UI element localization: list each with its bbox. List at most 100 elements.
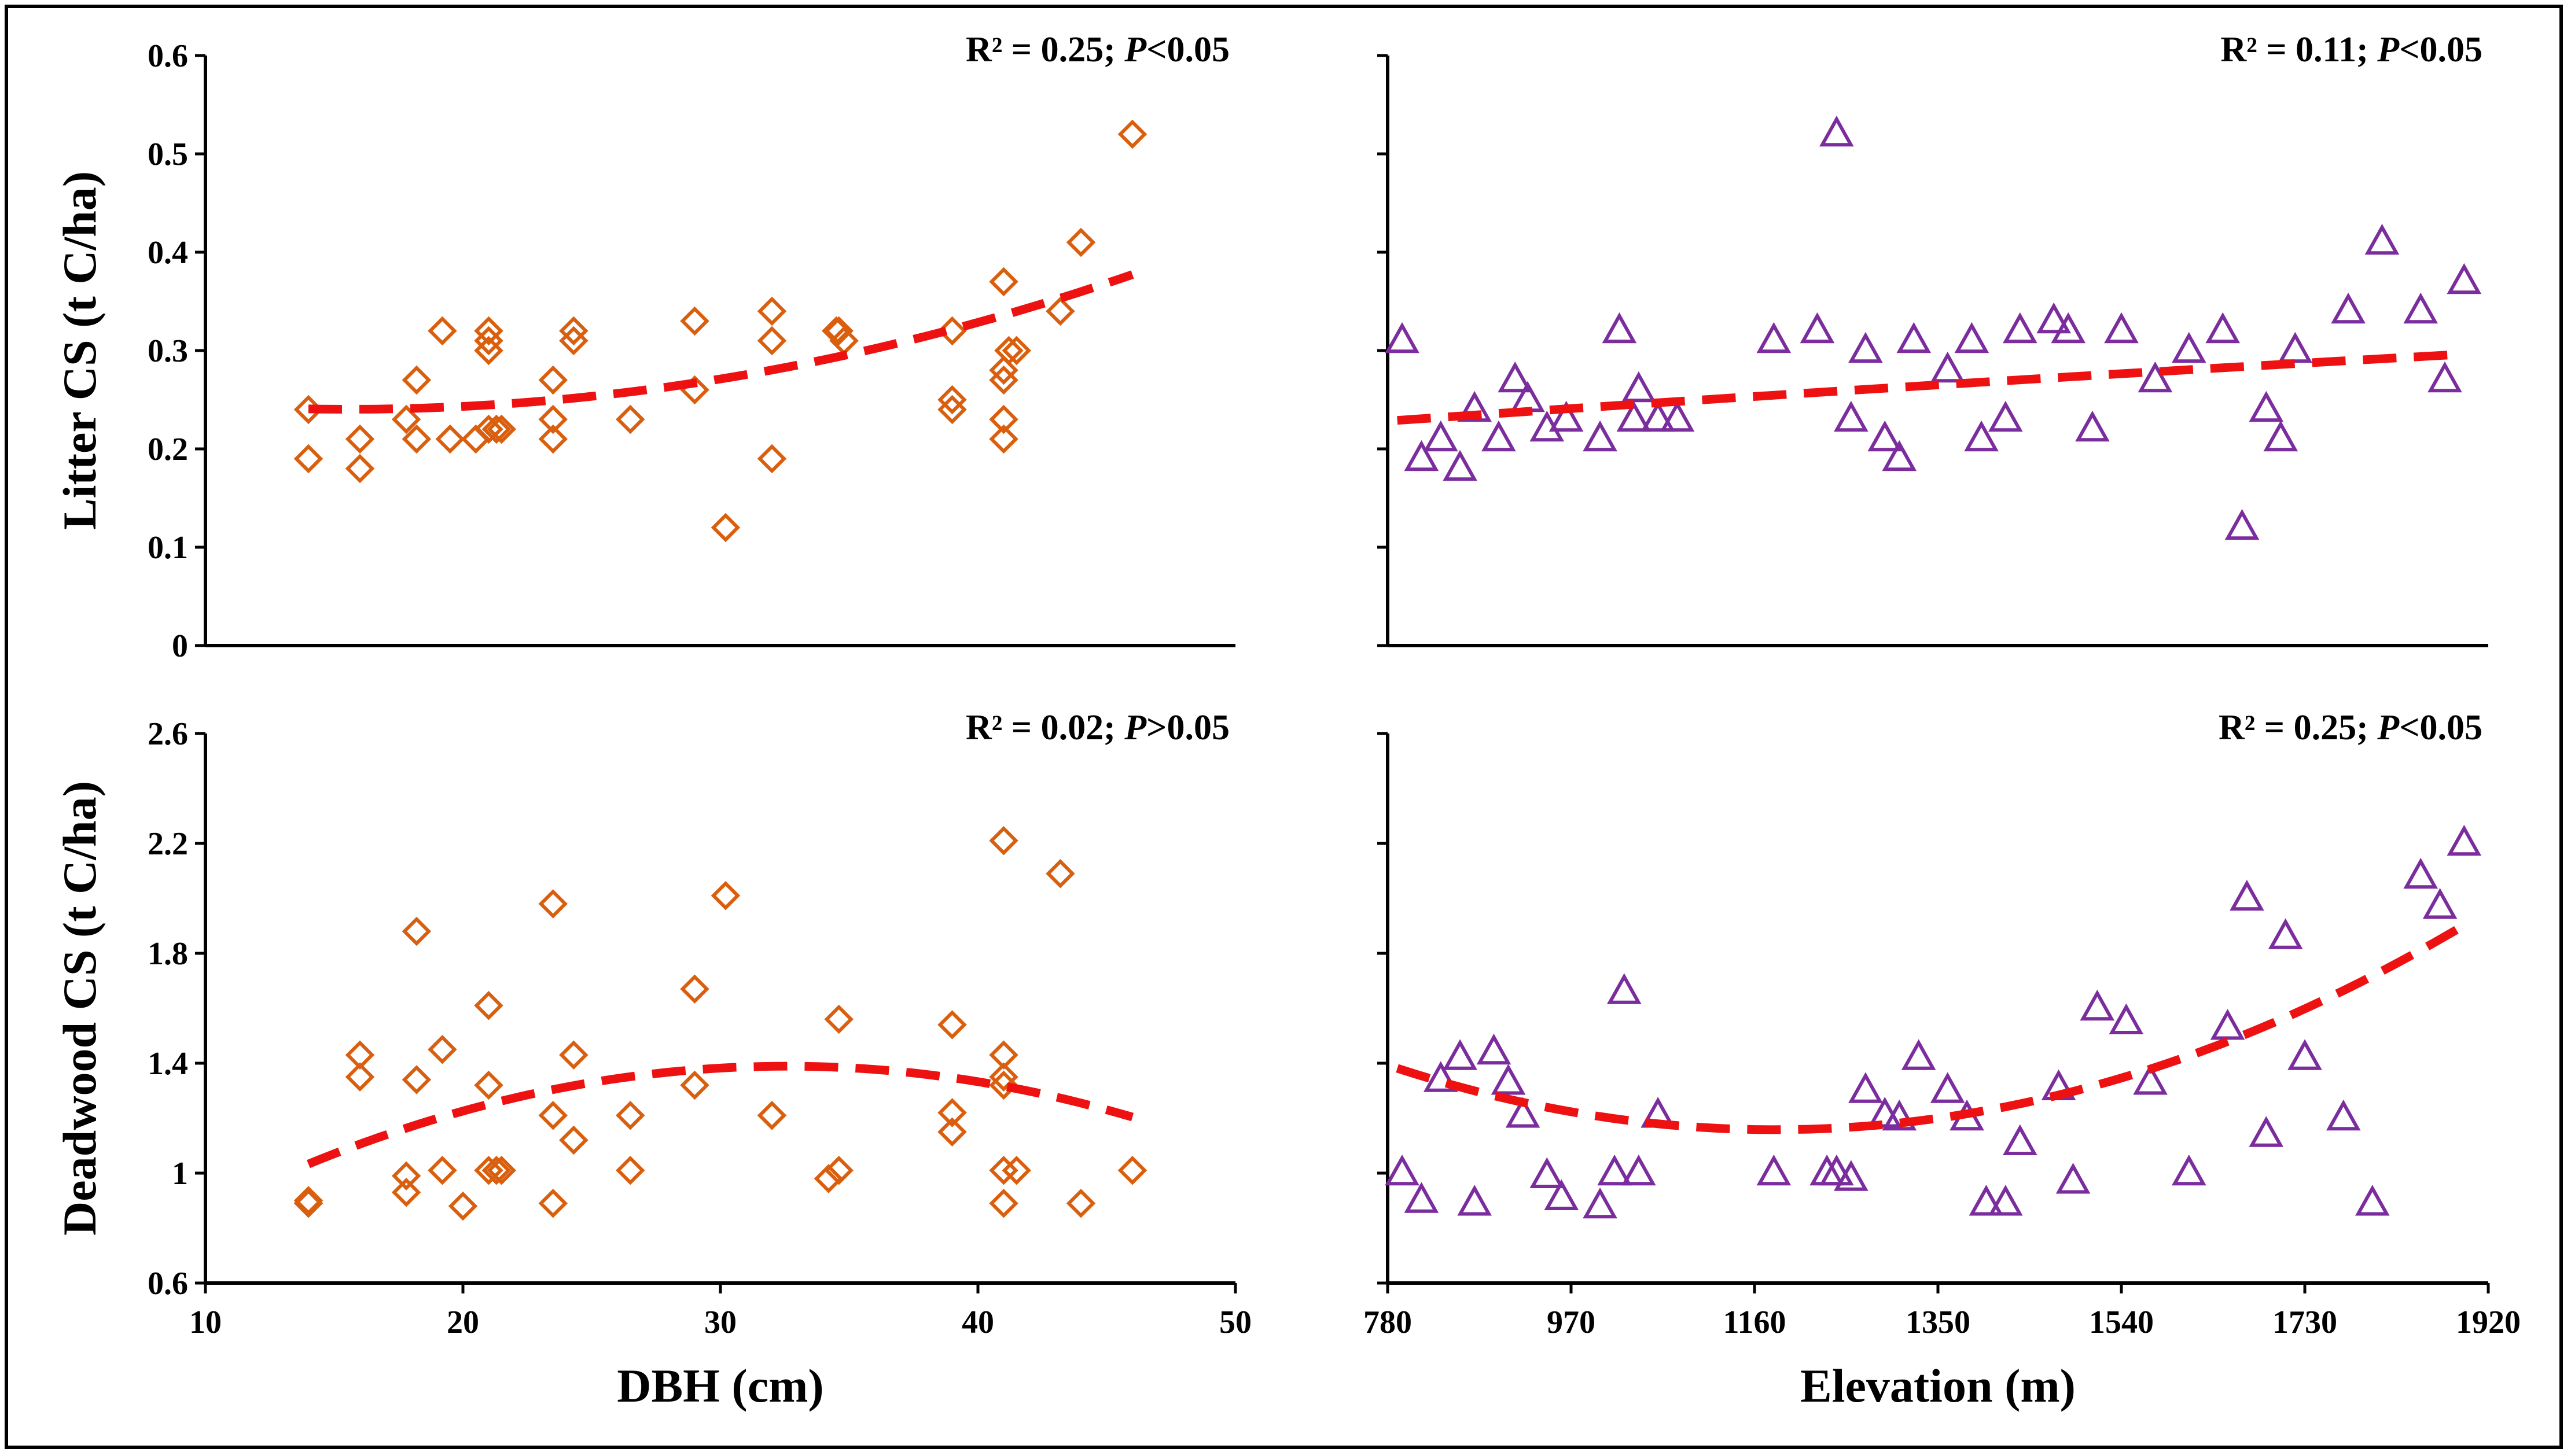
data-point-triangle (1621, 371, 1656, 403)
x-axis-title: Elevation (m) (1800, 1359, 2076, 1412)
data-point-triangle (2403, 857, 2438, 889)
y-axis-title: Litter CS (t C/ha) (53, 171, 106, 530)
data-point-diamond (345, 1062, 375, 1092)
x-tick-label: 40 (962, 1304, 994, 1340)
stat-r2: R² = 0.02; (966, 708, 1124, 747)
y-tick-label: 0.2 (148, 432, 188, 467)
data-point-triangle (1901, 1039, 1936, 1070)
data-point-diamond (481, 414, 512, 444)
trend-line (1397, 350, 2460, 425)
data-point-triangle (1606, 973, 1642, 1004)
data-point-diamond (428, 1156, 457, 1185)
y-tick-label: 0.6 (148, 1266, 188, 1302)
figure-frame (5, 5, 2563, 1449)
data-point-triangle (1882, 1099, 1917, 1131)
data-point-diamond (293, 444, 323, 474)
data-point-triangle (2230, 879, 2264, 911)
data-point-diamond (487, 414, 516, 444)
panel-litter-vs-dbh: 0 0.1 0.2 0.3 0.4 0.5 0.6 Litter CS (t C/ha) R² … (53, 30, 1235, 664)
data-point-diamond (1117, 119, 1147, 149)
data-point-triangle (2355, 1185, 2390, 1216)
data-point-diamond (1117, 1156, 1147, 1185)
data-point-triangle (2224, 508, 2260, 540)
data-point-diamond (428, 1035, 457, 1064)
data-point-triangle (2080, 989, 2115, 1021)
data-point-triangle (1583, 420, 1617, 452)
data-point-diamond (474, 316, 503, 346)
data-point-diamond (474, 991, 503, 1020)
data-point-triangle (1457, 1185, 1492, 1216)
data-point-triangle (1848, 331, 1883, 363)
x-tick-label: 780 (1363, 1304, 1412, 1340)
x-tick-label: 1350 (1906, 1304, 1970, 1340)
data-point-triangle (1476, 1033, 1511, 1065)
data-point-diamond (711, 513, 741, 543)
data-point-triangle (1602, 312, 1637, 344)
data-point-triangle (1505, 1097, 1540, 1128)
data-point-diamond (293, 1189, 323, 1218)
data-point-triangle (2133, 1064, 2168, 1095)
stat-p-symbol: P (2377, 708, 2400, 747)
stat-annotation: R² = 0.25; P<0.05 (2219, 708, 2482, 747)
data-point-triangle (2205, 312, 2240, 344)
data-point-diamond (402, 1065, 432, 1094)
data-point-diamond (989, 1070, 1018, 1100)
data-point-triangle (1583, 1187, 1617, 1219)
data-point-triangle (1457, 390, 1492, 422)
data-point-triangle (2422, 888, 2458, 919)
data-point-triangle (2210, 1009, 2245, 1040)
x-tick-label: 1160 (1723, 1304, 1786, 1340)
data-point-triangle (2055, 1163, 2091, 1194)
data-point-triangle (1404, 440, 1439, 471)
data-point-diamond (937, 1098, 967, 1127)
data-point-triangle (1597, 1154, 1632, 1186)
data-point-triangle (1549, 400, 1584, 432)
data-point-diamond (814, 1164, 844, 1193)
data-point-diamond (757, 326, 787, 356)
data-point-triangle (1969, 1185, 2004, 1216)
data-point-diamond (474, 414, 503, 444)
data-point-diamond (757, 1101, 787, 1130)
data-point-diamond (481, 1156, 512, 1185)
y-tick-label: 0 (172, 628, 188, 664)
x-tick-label: 10 (189, 1304, 222, 1340)
y-axis-title: Deadwood CS (t C/ha) (53, 781, 106, 1236)
y-tick-label: 0.1 (148, 530, 188, 566)
data-point-triangle (2447, 263, 2482, 294)
data-point-diamond (402, 916, 432, 946)
data-point-diamond (474, 336, 503, 366)
data-point-triangle (2427, 361, 2462, 393)
stat-annotation: R² = 0.11; P<0.05 (2220, 30, 2482, 69)
y-tick-label: 0.5 (148, 137, 188, 172)
y-tick-label: 0.6 (148, 38, 188, 74)
data-point-triangle (2104, 312, 2139, 344)
data-point-diamond (989, 365, 1018, 395)
y-tick-label: 0.4 (148, 235, 188, 271)
data-point-triangle (1819, 115, 1854, 147)
y-tick-label: 1.4 (148, 1046, 188, 1082)
data-point-diamond (680, 974, 709, 1004)
data-point-diamond (474, 326, 503, 356)
data-point-diamond (1046, 296, 1075, 326)
data-point-diamond (994, 336, 1024, 366)
data-point-diamond (538, 1189, 568, 1218)
x-tick-label: 1920 (2456, 1304, 2521, 1340)
data-point-diamond (391, 404, 421, 434)
data-point-diamond (1066, 1189, 1096, 1218)
data-point-diamond (428, 316, 457, 346)
data-point-triangle (2278, 331, 2313, 363)
stat-r2: R² = 0.25; (966, 30, 1124, 69)
data-point-triangle (1404, 1182, 1439, 1213)
y-tick-label: 0.3 (148, 333, 188, 369)
data-point-diamond (538, 365, 568, 395)
data-point-diamond (680, 1070, 709, 1100)
data-point-diamond (1002, 336, 1031, 366)
data-point-triangle (1756, 322, 1792, 353)
data-point-triangle (1756, 1154, 1792, 1186)
data-point-diamond (989, 355, 1018, 385)
data-point-diamond (559, 1040, 589, 1070)
stat-r2: R² = 0.11; (2220, 30, 2377, 69)
data-point-triangle (1988, 400, 2023, 432)
data-point-triangle (1443, 1039, 1477, 1070)
x-axis-title: DBH (cm) (617, 1359, 824, 1412)
